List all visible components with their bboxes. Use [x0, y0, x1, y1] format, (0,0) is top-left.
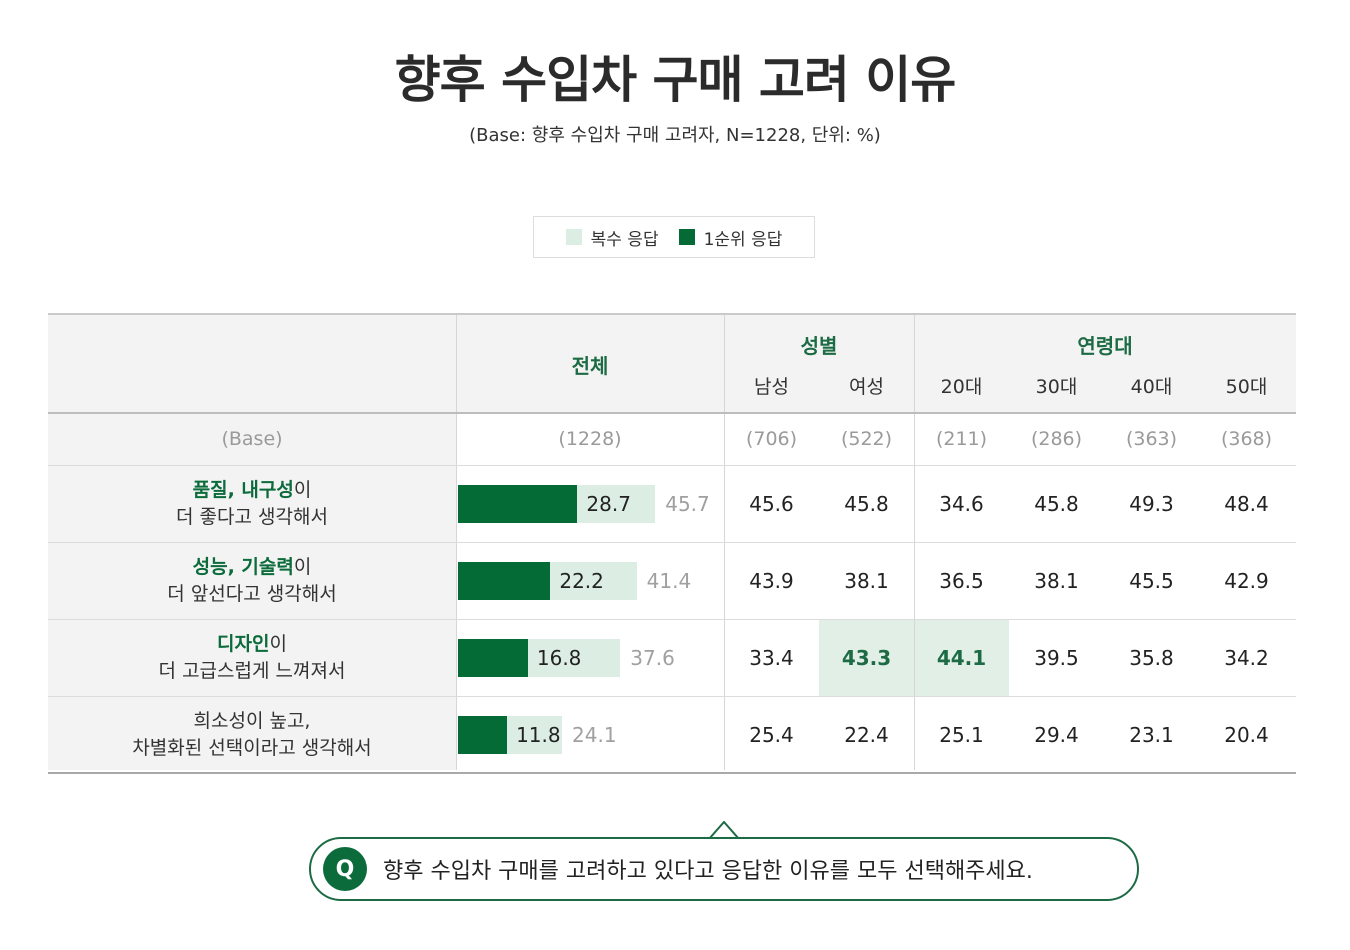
page-subtitle: (Base: 향후 수입차 구매 고려자, N=1228, 단위: %): [469, 125, 881, 146]
header-sub-2: 20대: [940, 375, 983, 398]
bar-label-first: 28.7: [586, 491, 631, 516]
table-cell-value: 33.4: [749, 645, 794, 670]
base-label: (Base): [221, 428, 283, 450]
row-label-line1: 희소성이 높고,: [194, 708, 311, 735]
row-label-emphasis: 품질, 내구성: [192, 478, 294, 501]
row-label-line1: 성능, 기술력이: [193, 554, 312, 581]
bar-label-first: 16.8: [536, 645, 582, 670]
header-age-group: 연령대: [1077, 333, 1133, 358]
table-cell-value: 34.2: [1224, 645, 1269, 670]
bar-label-first: 22.2: [559, 568, 604, 593]
row-divider: [48, 619, 1296, 620]
row-label-line2: 더 고급스럽게 느껴져서: [158, 659, 346, 682]
legend-item-first: 1순위 응답: [678, 225, 783, 250]
row-label-rest: 이: [293, 478, 312, 501]
legend-label-multi: 복수 응답: [590, 229, 659, 250]
table-cell-value: 20.4: [1224, 722, 1269, 747]
highlight-cell: [819, 620, 914, 696]
base-value: (363): [1125, 428, 1178, 450]
table-cell-value: 45.6: [749, 491, 794, 516]
legend-label-first: 1순위 응답: [703, 229, 783, 250]
bar-label-multi: 41.4: [646, 568, 692, 593]
header-sub-1: 여성: [849, 375, 884, 398]
row-label: 희소성이 높고, 차별화된 선택이라고 생각해서: [48, 696, 456, 773]
table-cell-value: 25.4: [749, 722, 794, 747]
row-label-emphasis: 디자인: [217, 632, 270, 655]
table-cell-value: 22.4: [844, 722, 889, 747]
table-cell-value: 39.5: [1034, 645, 1079, 670]
row-label-emphasis: 성능, 기술력: [192, 555, 294, 578]
header-total: 전체: [571, 353, 609, 378]
highlight-cell: [914, 620, 1009, 696]
table-cell-value: 35.8: [1129, 645, 1174, 670]
header-sub-0: 남성: [754, 375, 789, 398]
bar-first-response: [458, 561, 551, 600]
base-value: (522): [840, 428, 893, 450]
table-cell-value: 43.9: [749, 568, 794, 593]
base-value: (368): [1220, 428, 1273, 450]
label-column-background: [48, 413, 456, 770]
page-title: 향후 수입차 구매 고려 이유: [394, 51, 957, 109]
row-divider: [48, 465, 1296, 466]
bar-first-response: [458, 638, 528, 677]
legend: 복수 응답 1순위 응답: [533, 216, 815, 258]
table-cell-value: 36.5: [939, 568, 984, 593]
row-label: 디자인이 더 고급스럽게 느껴져서: [48, 619, 456, 696]
table-cell-value: 44.1: [936, 645, 987, 670]
table-cell-value: 45.8: [844, 491, 889, 516]
table-cell-value: 42.9: [1224, 568, 1269, 593]
results-table: 전체 성별 연령대 남성 여성 20대 30대 40대 50대 (Base) (1228)…: [48, 313, 1296, 774]
row-label-line2: 더 좋다고 생각해서: [176, 505, 328, 528]
table-cell-value: 45.8: [1034, 491, 1079, 516]
question-badge: Q: [323, 847, 367, 891]
row-label-line2: 더 앞선다고 생각해서: [167, 582, 337, 605]
header-sub-4: 40대: [1130, 375, 1173, 398]
row-label: 성능, 기술력이 더 앞선다고 생각해서: [48, 542, 456, 619]
row-label-rest: 이: [293, 555, 312, 578]
bar-label-multi: 37.6: [630, 645, 675, 670]
base-value: (286): [1030, 428, 1083, 450]
bar-label-multi: 24.1: [572, 722, 617, 747]
legend-swatch-first: [678, 229, 695, 245]
question-text: 향후 수입차 구매를 고려하고 있다고 응답한 이유를 모두 선택해주세요.: [383, 859, 1033, 884]
table-cell-value: 29.4: [1034, 722, 1079, 747]
bar-label-multi: 45.7: [665, 491, 710, 516]
table-cell-value: 38.1: [844, 568, 889, 593]
row-label-line2: 차별화된 선택이라고 생각해서: [132, 736, 372, 759]
row-label-line1: 품질, 내구성이: [193, 477, 312, 504]
base-value: (706): [745, 428, 798, 450]
header-background: [48, 315, 1296, 413]
bar-label-first: 11.8: [516, 722, 561, 747]
row-label: 품질, 내구성이 더 좋다고 생각해서: [48, 465, 456, 542]
row-label-line1: 디자인이: [217, 631, 287, 658]
table-cell-value: 25.1: [939, 722, 984, 747]
table-cell-value: 45.5: [1129, 568, 1174, 593]
base-value: (211): [935, 428, 988, 450]
table-cell-value: 43.3: [841, 645, 892, 670]
legend-swatch-multi: [565, 229, 582, 245]
bar-first-response: [458, 715, 508, 754]
table-cell-value: 49.3: [1129, 491, 1174, 516]
table-cell-value: 34.6: [939, 491, 984, 516]
row-label-rest: 이: [269, 632, 287, 655]
row-label-rest: 희소성이 높고,: [193, 709, 311, 732]
table-cell-value: 23.1: [1129, 722, 1174, 747]
legend-item-multi: 복수 응답: [565, 225, 659, 250]
header-sub-3: 30대: [1035, 375, 1078, 398]
header-divider: [48, 412, 1296, 414]
bar-first-response: [458, 484, 578, 523]
header-gender-group: 성별: [800, 333, 838, 358]
header-sub-5: 50대: [1225, 375, 1268, 398]
question-box: Q 향후 수입차 구매를 고려하고 있다고 응답한 이유를 모두 선택해주세요.: [309, 837, 1139, 901]
row-divider: [48, 696, 1296, 697]
base-total: (1228): [558, 428, 622, 450]
table-cell-value: 38.1: [1034, 568, 1079, 593]
table-cell-value: 48.4: [1224, 491, 1269, 516]
row-divider: [48, 542, 1296, 543]
